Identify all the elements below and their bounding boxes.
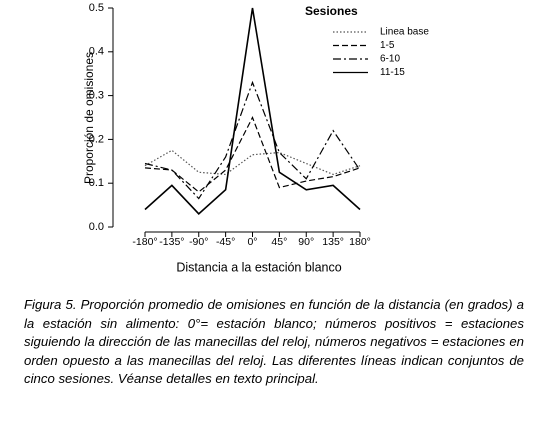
- x-tick-label: 0°: [247, 236, 257, 248]
- legend-label: 1-5: [380, 40, 395, 51]
- x-tick-label: -135°: [159, 236, 184, 248]
- series-line: [144, 80, 361, 200]
- legend-label: Linea base: [380, 27, 429, 38]
- x-tick-label: -45°: [216, 236, 235, 248]
- caption: Figura 5. Proporción promedio de omision…: [24, 296, 524, 389]
- series-line: [144, 116, 361, 193]
- y-axis-label: Proporción de omisiones: [82, 52, 96, 184]
- y-tick-label: 0.2: [89, 133, 104, 145]
- caption-text: Proporción promedio de omisiones en func…: [24, 297, 524, 386]
- caption-label: Figura 5.: [24, 297, 77, 312]
- legend-title: Sesiones: [305, 4, 358, 18]
- legend-label: 11-15: [380, 67, 405, 78]
- series-line: [144, 149, 361, 176]
- x-tick-label: 45°: [271, 236, 287, 248]
- y-tick-label: 0.1: [89, 177, 104, 189]
- series-line: [144, 7, 361, 215]
- y-tick-label: 0.3: [89, 90, 104, 102]
- y-tick-label: 0.0: [89, 221, 104, 233]
- legend-label: 6-10: [380, 54, 400, 65]
- x-axis-label: Distancia a la estación blanco: [176, 260, 341, 274]
- x-tick-label: 135°: [322, 236, 344, 248]
- x-tick-label: -180°: [132, 236, 157, 248]
- chart: Proporción de omisiones Distancia a la e…: [82, 2, 429, 274]
- x-tick-label: -90°: [189, 236, 208, 248]
- y-tick-label: 0.4: [89, 46, 104, 58]
- x-tick-label: 180°: [349, 236, 371, 248]
- x-tick-label: 90°: [298, 236, 314, 248]
- y-tick-label: 0.5: [89, 2, 104, 14]
